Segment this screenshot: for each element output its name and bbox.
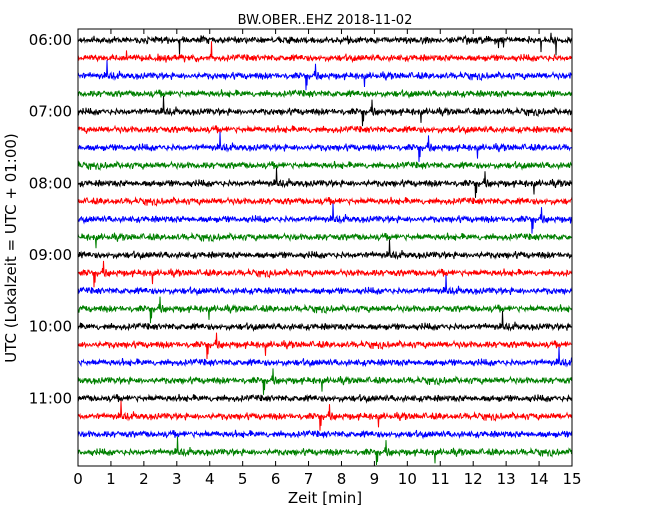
x-tick-label-15: 15: [562, 470, 581, 488]
trace-7: [77, 160, 573, 171]
trace-0: [77, 32, 573, 56]
trace-11: [77, 231, 573, 249]
x-tick-label-10: 10: [398, 470, 417, 488]
y-tick-label-2: 08:00: [29, 174, 72, 192]
x-tick-label-1: 1: [106, 470, 116, 488]
plot-frame: [77, 28, 573, 467]
y-tick-label-5: 11:00: [29, 389, 72, 407]
axes: 0 1 2 3 4 5 6 7 8 9 10 11 12 13 14 1506:0007:0008:0009:…: [29, 29, 582, 488]
y-tick-label-1: 07:00: [29, 103, 72, 121]
x-tick-label-8: 8: [337, 470, 347, 488]
chart-title: BW.OBER..EHZ 2018-11-02: [238, 13, 413, 28]
trace-8: [77, 167, 573, 198]
trace-12: [77, 239, 573, 261]
trace-14: [77, 275, 573, 297]
x-axis-label: Zeit [min]: [288, 489, 362, 507]
trace-2: [77, 60, 573, 91]
trace-22: [77, 429, 573, 440]
trace-20: [77, 393, 573, 404]
y-tick-label-3: 09:00: [29, 246, 72, 264]
trace-3: [77, 89, 573, 100]
trace-6: [77, 131, 573, 162]
trace-21: [77, 400, 573, 431]
y-tick-label-4: 10:00: [29, 318, 72, 336]
trace-17: [77, 332, 573, 360]
trace-9: [77, 196, 573, 207]
trace-4: [77, 95, 573, 127]
trace-13: [77, 260, 573, 288]
x-tick-label-6: 6: [271, 470, 281, 488]
trace-23: [77, 436, 573, 466]
trace-1: [77, 41, 573, 64]
trace-15: [77, 296, 573, 324]
y-tick-label-0: 06:00: [29, 31, 72, 49]
trace-16: [77, 310, 573, 333]
x-tick-label-4: 4: [205, 470, 215, 488]
x-tick-label-7: 7: [304, 470, 314, 488]
y-axis-label: UTC (Lokalzeit = UTC + 01:00): [2, 133, 20, 363]
x-tick-label-9: 9: [370, 470, 380, 488]
x-tick-label-5: 5: [238, 470, 248, 488]
trace-group: [77, 32, 573, 466]
trace-19: [77, 368, 573, 395]
x-tick-label-2: 2: [139, 470, 149, 488]
x-tick-label-3: 3: [172, 470, 182, 488]
x-tick-label-13: 13: [497, 470, 516, 488]
x-tick-label-12: 12: [464, 470, 483, 488]
x-tick-label-14: 14: [530, 470, 549, 488]
trace-18: [77, 346, 573, 368]
trace-5: [77, 124, 573, 136]
x-tick-label-11: 11: [431, 470, 450, 488]
x-tick-label-0: 0: [73, 470, 83, 488]
trace-10: [77, 203, 573, 234]
